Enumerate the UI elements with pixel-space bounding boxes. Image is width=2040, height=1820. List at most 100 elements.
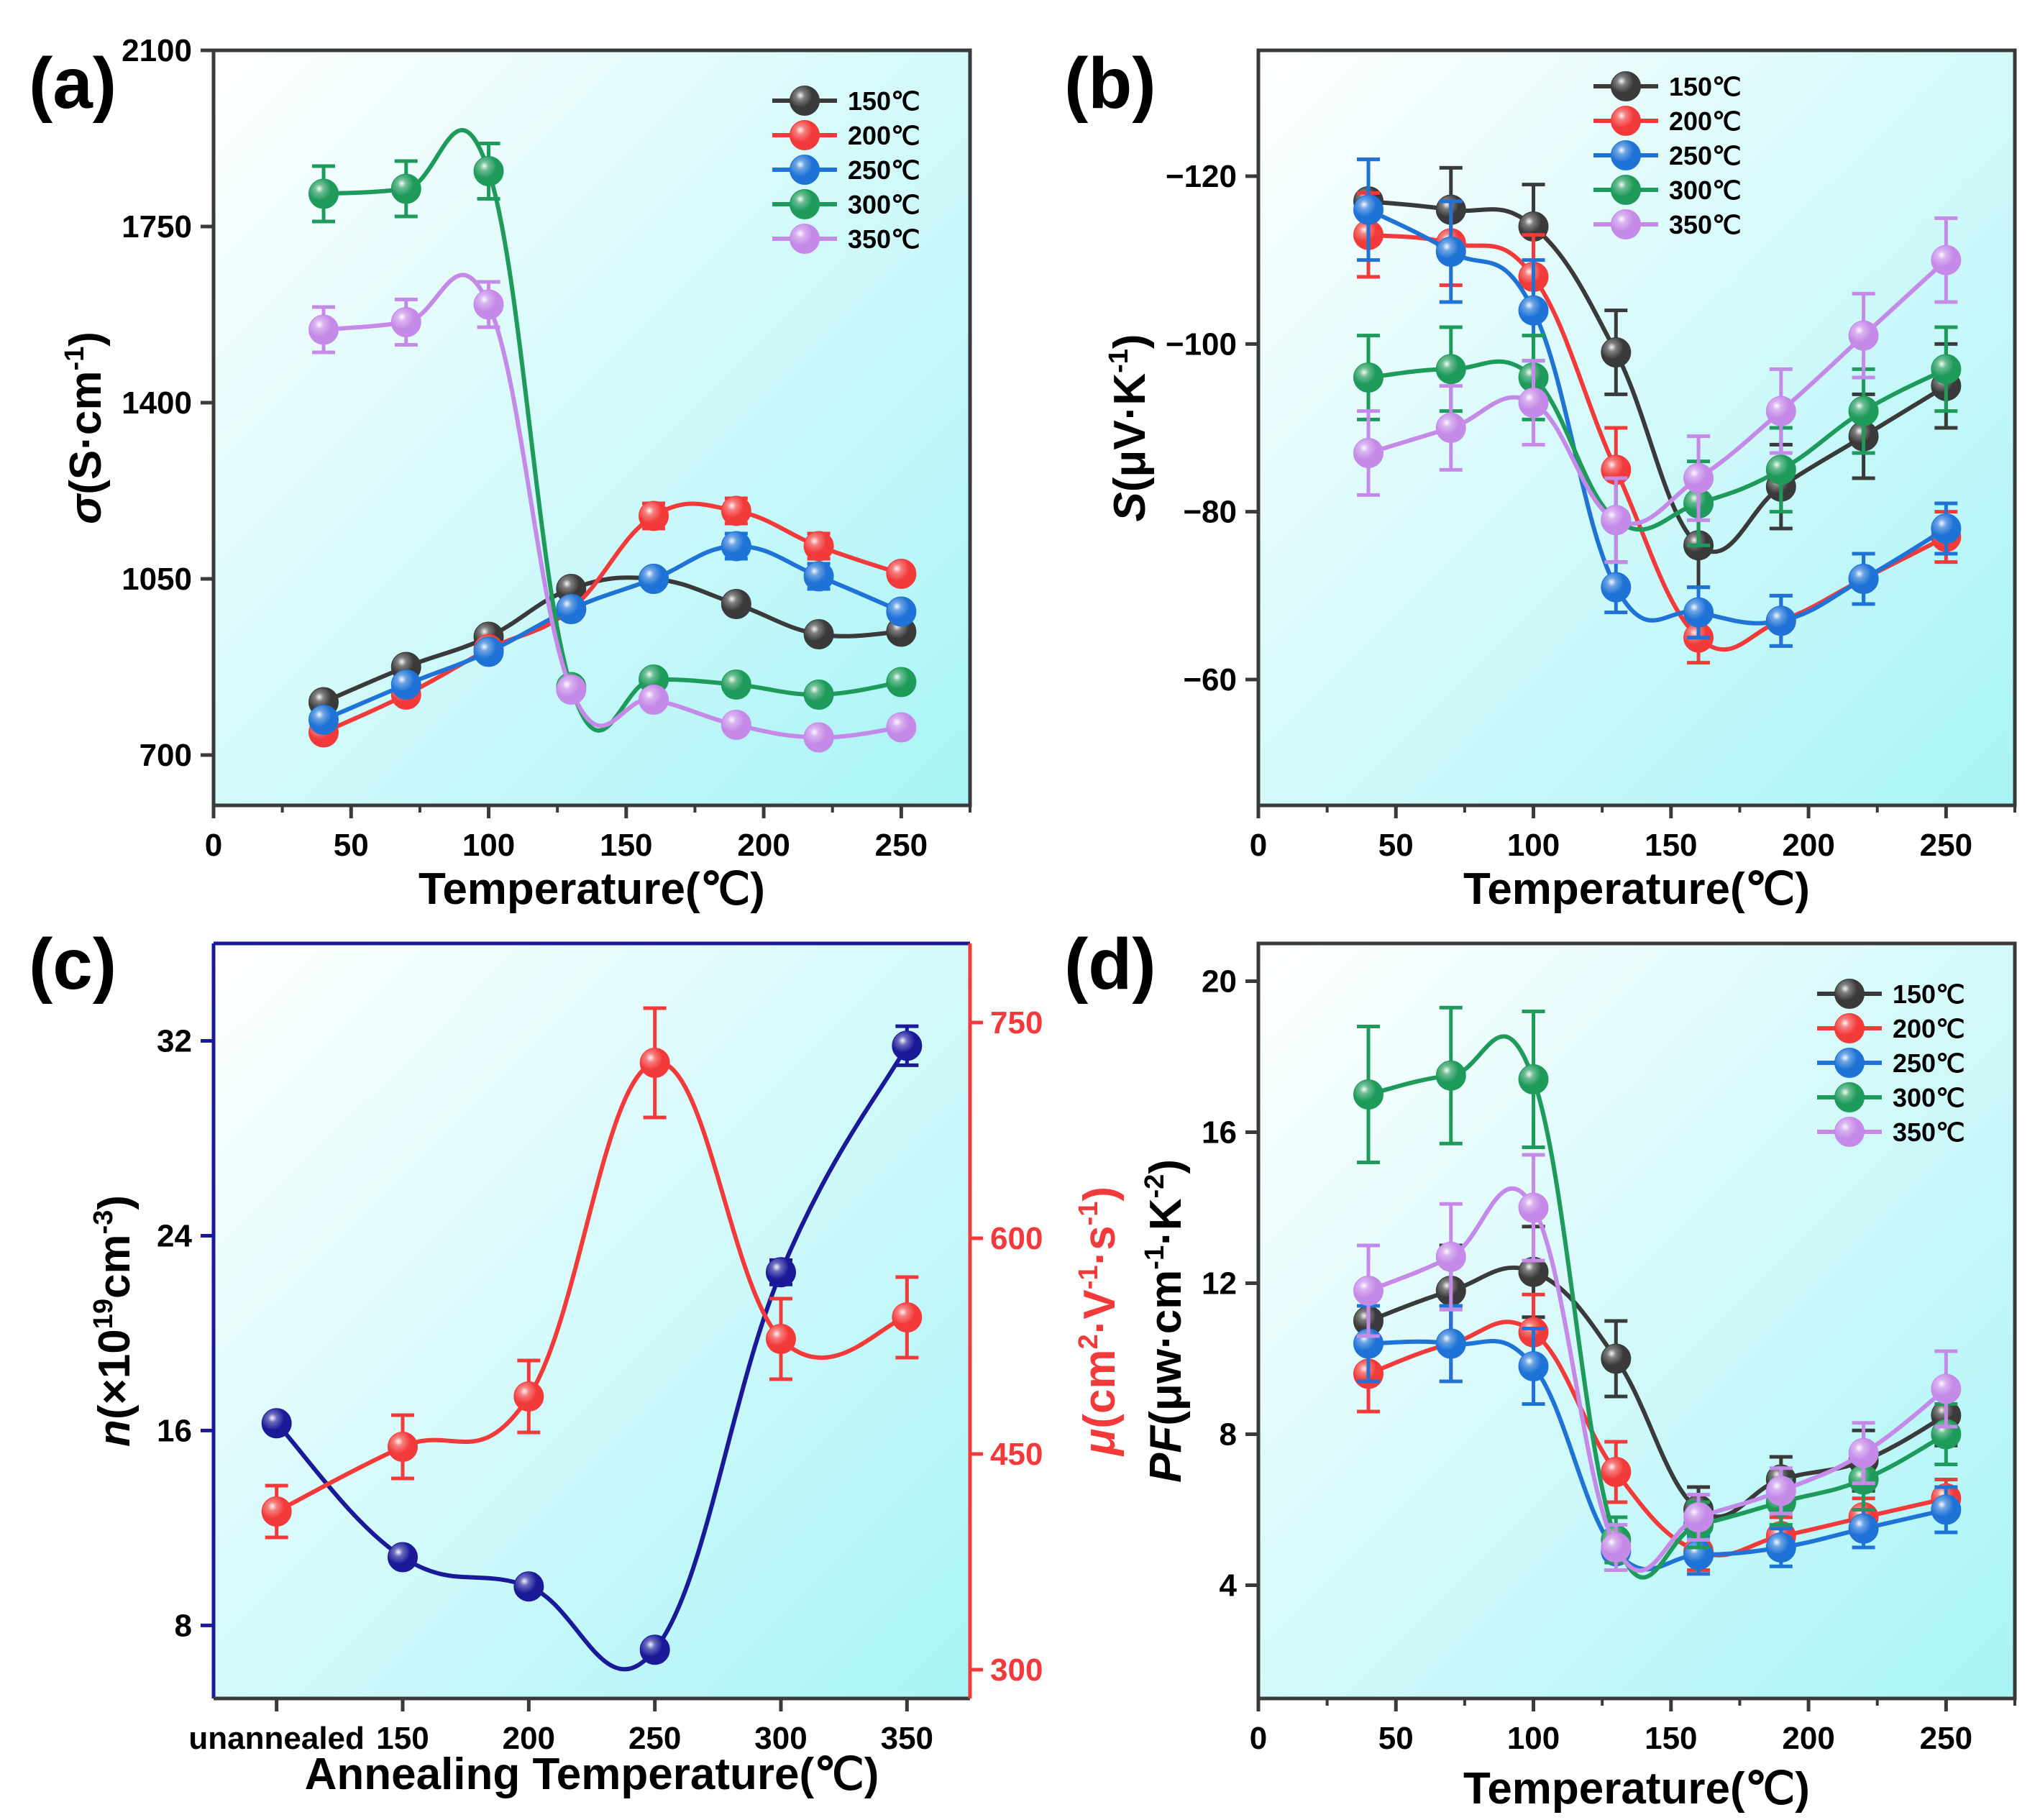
data-point-b-shine xyxy=(1354,363,1383,392)
data-point-c-shine xyxy=(514,1382,544,1411)
legend-d: 150℃ 200℃ 250℃ 300℃ 350℃ xyxy=(1817,979,1965,1147)
data-point-d-shine xyxy=(1601,1458,1631,1486)
panel-label-b: (b) xyxy=(1064,43,1156,124)
x-axis-label-c: Annealing Temperature(℃) xyxy=(305,1750,879,1799)
legend-label-b: 300℃ xyxy=(1669,175,1742,205)
legend-marker-b-shine xyxy=(1611,72,1640,101)
left-axis-label-c: n(×1019cm-3) xyxy=(88,1195,139,1447)
data-point-a-shine xyxy=(557,675,586,704)
data-point-a-shine xyxy=(721,496,751,526)
data-point-b-shine xyxy=(1519,388,1548,417)
data-point-a-shine xyxy=(391,670,421,699)
x-tick-label-b: 150 xyxy=(1645,828,1697,863)
data-point-a-shine xyxy=(721,590,751,618)
legend-label-a: 200℃ xyxy=(848,121,920,150)
legend-marker-d-shine xyxy=(1835,979,1864,1008)
x-tick-label-c: 200 xyxy=(503,1721,555,1756)
data-point-c-shine xyxy=(262,1409,291,1438)
data-point-b-shine xyxy=(1766,396,1796,426)
data-point-d-shine xyxy=(1519,1065,1548,1094)
data-point-b-shine xyxy=(1684,598,1714,627)
y-tick-label-d: 16 xyxy=(1202,1115,1237,1151)
plot-area-a xyxy=(211,48,972,808)
data-point-d-shine xyxy=(1436,1329,1465,1358)
data-point-d-shine xyxy=(1436,1061,1465,1090)
x-tick-label-d: 250 xyxy=(1920,1721,1972,1756)
legend-label-a: 300℃ xyxy=(848,190,920,219)
legend-label-b: 150℃ xyxy=(1669,72,1742,101)
right-y-tick-label-c: 600 xyxy=(990,1221,1043,1256)
legend-marker-a-shine xyxy=(790,121,819,150)
plot-area-c xyxy=(214,943,970,1698)
legend-label-b: 200℃ xyxy=(1669,106,1742,136)
x-tick-label-a: 100 xyxy=(462,828,515,863)
x-tick-label-d: 0 xyxy=(1250,1721,1267,1756)
data-point-b-shine xyxy=(1436,355,1465,384)
data-point-a-shine xyxy=(887,667,916,697)
series-b-2 xyxy=(1353,157,1962,648)
legend-marker-a-shine xyxy=(790,155,819,184)
legend-label-b: 350℃ xyxy=(1669,210,1742,239)
legend-marker-d-shine xyxy=(1835,1117,1864,1146)
data-point-a-shine xyxy=(639,564,669,593)
panel-label-d: (d) xyxy=(1064,924,1156,1005)
data-point-a-shine xyxy=(887,713,916,742)
y-tick-label-d: 20 xyxy=(1202,964,1237,1000)
y-tick-label-a: 1750 xyxy=(122,209,192,244)
legend-marker-a-shine xyxy=(790,190,819,219)
data-point-c-shine xyxy=(640,1635,669,1665)
x-axis-label-d: Temperature(℃) xyxy=(1463,1764,1810,1814)
y-tick-label-d: 12 xyxy=(1202,1266,1237,1302)
x-tick-label-c: 150 xyxy=(376,1721,429,1756)
x-tick-label-d: 200 xyxy=(1782,1721,1834,1756)
x-tick-label-d: 50 xyxy=(1378,1721,1414,1756)
y-tick-label-a: 1050 xyxy=(122,562,192,597)
legend-marker-b-shine xyxy=(1611,175,1640,204)
y-tick-label-d: 4 xyxy=(1220,1568,1238,1604)
y-tick-label-a: 700 xyxy=(139,738,192,773)
data-point-d-shine xyxy=(1519,1193,1548,1222)
y-axis-label-d: PF(μw·cm-1·K-2) xyxy=(1140,1159,1191,1483)
x-tick-label-b: 50 xyxy=(1378,828,1414,863)
data-point-b-shine xyxy=(1354,439,1383,467)
data-point-a-shine xyxy=(721,531,751,561)
data-point-a-shine xyxy=(391,174,421,204)
legend-label-d: 250℃ xyxy=(1893,1048,1965,1078)
y-tick-label-d: 8 xyxy=(1220,1417,1237,1453)
data-point-d-shine xyxy=(1931,1374,1961,1404)
legend-marker-b-shine xyxy=(1611,106,1640,135)
data-point-c-shine xyxy=(767,1325,795,1353)
legend-marker-b-shine xyxy=(1611,210,1640,239)
data-point-d-shine xyxy=(1519,1352,1548,1381)
left-y-tick-label-c: 32 xyxy=(157,1023,192,1058)
data-point-d-shine xyxy=(1931,1495,1961,1524)
x-tick-label-a: 250 xyxy=(875,828,928,863)
data-point-c-shine xyxy=(892,1303,922,1332)
data-point-a-shine xyxy=(804,680,833,709)
x-tick-label-b: 0 xyxy=(1250,828,1267,863)
x-tick-label-b: 200 xyxy=(1782,828,1834,863)
data-point-a-shine xyxy=(474,637,503,667)
data-point-a-shine xyxy=(721,710,751,739)
left-y-tick-label-c: 8 xyxy=(175,1608,192,1643)
data-point-a-shine xyxy=(721,670,751,699)
data-point-c-shine xyxy=(514,1572,544,1601)
right-axis-label-c: μ(cm2·V-1·s-1) xyxy=(1074,1186,1125,1457)
data-point-b-shine xyxy=(1354,195,1383,224)
x-tick-label-b: 100 xyxy=(1507,828,1560,863)
data-point-c-shine xyxy=(388,1432,417,1461)
x-tick-label-a: 150 xyxy=(600,828,652,863)
data-point-a-shine xyxy=(804,723,833,752)
panel-label-a: (a) xyxy=(29,43,116,124)
legend-marker-d-shine xyxy=(1835,1083,1864,1112)
legend-a: 150℃ 200℃ 250℃ 300℃ 350℃ xyxy=(772,86,920,254)
data-point-b-shine xyxy=(1766,455,1796,485)
x-axis-label-b: Temperature(℃) xyxy=(1463,864,1810,914)
legend-marker-d-shine xyxy=(1835,1014,1864,1043)
y-axis-label-b: S(μV·K-1) xyxy=(1104,334,1155,521)
x-tick-label-a: 50 xyxy=(334,828,369,863)
data-point-b-shine xyxy=(1849,396,1878,426)
legend-label-d: 300℃ xyxy=(1893,1083,1965,1112)
data-point-d-shine xyxy=(1601,1344,1631,1373)
data-point-b-shine xyxy=(1684,464,1714,493)
